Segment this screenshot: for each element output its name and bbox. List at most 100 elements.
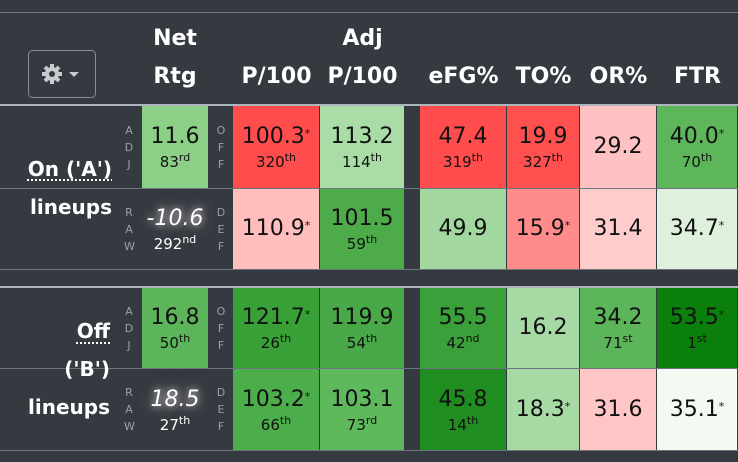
rank-suffix: th [178, 413, 191, 427]
column-header: eFG% [428, 64, 499, 89]
rank-number: 54 [346, 334, 366, 352]
value: 121.7 [241, 305, 305, 330]
stat-cell: 35.1* [657, 369, 737, 450]
column-header: Rtg [153, 64, 197, 89]
rank: 83rd [160, 152, 190, 172]
stat-cell: 110.9* [233, 189, 319, 269]
settings-button[interactable] [28, 50, 96, 98]
cell-value: 31.4 [594, 214, 643, 244]
value: 15.9 [515, 216, 565, 241]
rank-number: 50 [159, 334, 179, 352]
rank: 70th [682, 152, 712, 172]
significance-star: * [564, 399, 571, 413]
cell-value: 16.8 [151, 303, 200, 333]
stat-cell: 55.5 42nd [420, 288, 506, 368]
stat-cell: 16.2 [507, 288, 579, 368]
cell-value: 103.2* [242, 385, 310, 415]
cell-value: 119.9 [331, 303, 394, 333]
group-label: Off [76, 319, 110, 343]
stat-cell: 31.6 [580, 369, 656, 450]
cell-value: 100.3* [242, 122, 310, 152]
column-header: OR% [589, 64, 648, 89]
cell-value: 31.6 [594, 395, 643, 425]
group-label: lineups [30, 194, 112, 219]
row-type: ADJ [124, 304, 134, 352]
rank-suffix: th [365, 233, 378, 246]
rank-number: 319 [443, 153, 472, 171]
cell-value: 113.2 [331, 122, 394, 152]
rank: 27th [160, 415, 190, 435]
stat-cell: 34.7* [657, 189, 737, 269]
stat-cell: 100.3* 320th [233, 106, 319, 188]
group-label: lineups [28, 395, 110, 419]
cell-value: 34.7* [670, 214, 724, 244]
cell-value: 103.1 [331, 385, 394, 415]
cell-value: 121.7* [242, 303, 310, 333]
rank-suffix: th [466, 413, 479, 427]
stat-cell: 47.4 319th [420, 106, 506, 188]
value: 11.6 [150, 124, 200, 149]
rank-suffix: th [365, 332, 378, 345]
value: 35.1 [669, 396, 719, 422]
rank: 42nd [446, 333, 479, 353]
value: 100.3 [241, 124, 305, 149]
net-rating-cell: 18.5 27th [142, 369, 208, 450]
rank-suffix: th [279, 413, 292, 427]
rank: 73rd [347, 415, 377, 435]
stat-cell: 34.2 71st [580, 288, 656, 368]
rank-number: 42 [446, 334, 466, 352]
cell-value: 29.2 [594, 132, 643, 162]
rank: 66th [261, 415, 291, 435]
cell-value: 18.5 [151, 385, 200, 415]
significance-star: * [718, 308, 725, 321]
value: 31.6 [593, 396, 643, 422]
rank-number: 327 [523, 153, 552, 171]
side-type: OFF [216, 304, 226, 352]
rank-number: 14 [447, 415, 467, 434]
cell-value: 34.2 [594, 303, 643, 333]
cell-value: 101.5 [331, 204, 394, 234]
side-type: OFF [216, 123, 226, 171]
value: 119.9 [330, 305, 394, 330]
stat-cell: 101.5 59th [320, 189, 404, 269]
rank-suffix: nd [465, 332, 480, 345]
row-type: RAW [124, 386, 135, 433]
value: 103.1 [330, 386, 394, 412]
value: 16.8 [150, 305, 200, 330]
rank-number: 1 [687, 334, 697, 352]
rank-suffix: nd [182, 233, 197, 246]
rank: 1st [687, 333, 707, 353]
net-rating-cell: 11.6 83rd [142, 106, 208, 188]
stat-cell: 103.1 73rd [320, 369, 404, 450]
rank: 319th [443, 152, 483, 172]
rank: 71st [603, 333, 632, 353]
stat-cell: 15.9* [507, 189, 579, 269]
column-header: Net [153, 26, 197, 51]
stat-cell: 53.5* 1st [657, 288, 737, 368]
significance-star: * [718, 399, 725, 413]
stat-cell: 119.9 54th [320, 288, 404, 368]
row-type: RAW [124, 205, 135, 253]
cell-value: 15.9* [516, 214, 570, 244]
net-rating-cell: 16.8 50th [142, 288, 208, 368]
value: -10.6 [146, 206, 204, 231]
rank-number: 27 [159, 415, 179, 434]
rank-suffix: th [700, 151, 713, 164]
group-label: On ('A') [27, 156, 112, 181]
rule [0, 104, 738, 106]
cell-value: -10.6 [147, 204, 204, 234]
value: 34.7 [669, 216, 719, 241]
significance-star: * [564, 219, 571, 232]
stat-cell: 49.9 [420, 189, 506, 269]
stat-cell: 121.7* 26th [233, 288, 319, 368]
rank-number: 26 [260, 334, 280, 352]
rank-suffix: st [622, 332, 633, 345]
cell-value: 53.5* [670, 303, 724, 333]
value: 31.4 [593, 216, 643, 241]
significance-star: * [304, 219, 311, 232]
value: 101.5 [330, 206, 394, 231]
value: 34.2 [593, 305, 643, 330]
cell-value: 47.4 [439, 122, 488, 152]
rank: 59th [347, 234, 377, 254]
